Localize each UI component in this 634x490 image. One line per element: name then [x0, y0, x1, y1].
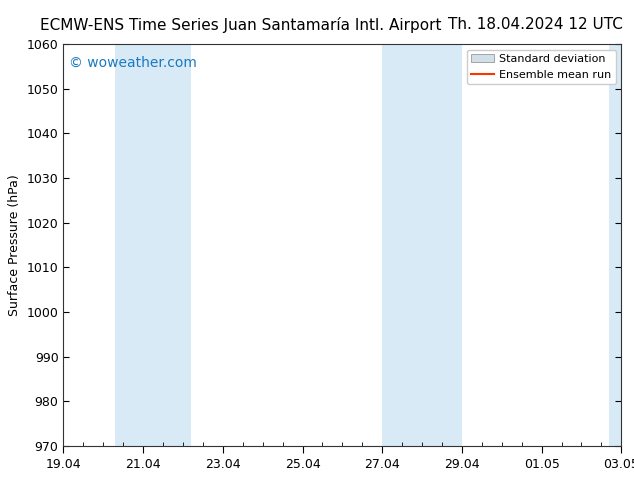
- Text: Th. 18.04.2024 12 UTC: Th. 18.04.2024 12 UTC: [448, 17, 623, 32]
- Y-axis label: Surface Pressure (hPa): Surface Pressure (hPa): [8, 174, 21, 316]
- Text: ECMW-ENS Time Series Juan Santamaría Intl. Airport: ECMW-ENS Time Series Juan Santamaría Int…: [40, 17, 442, 33]
- Bar: [382, 44, 462, 446]
- Text: © woweather.com: © woweather.com: [69, 56, 197, 70]
- Legend: Standard deviation, Ensemble mean run: Standard deviation, Ensemble mean run: [467, 49, 616, 84]
- Bar: [609, 44, 621, 446]
- Bar: [115, 44, 191, 446]
